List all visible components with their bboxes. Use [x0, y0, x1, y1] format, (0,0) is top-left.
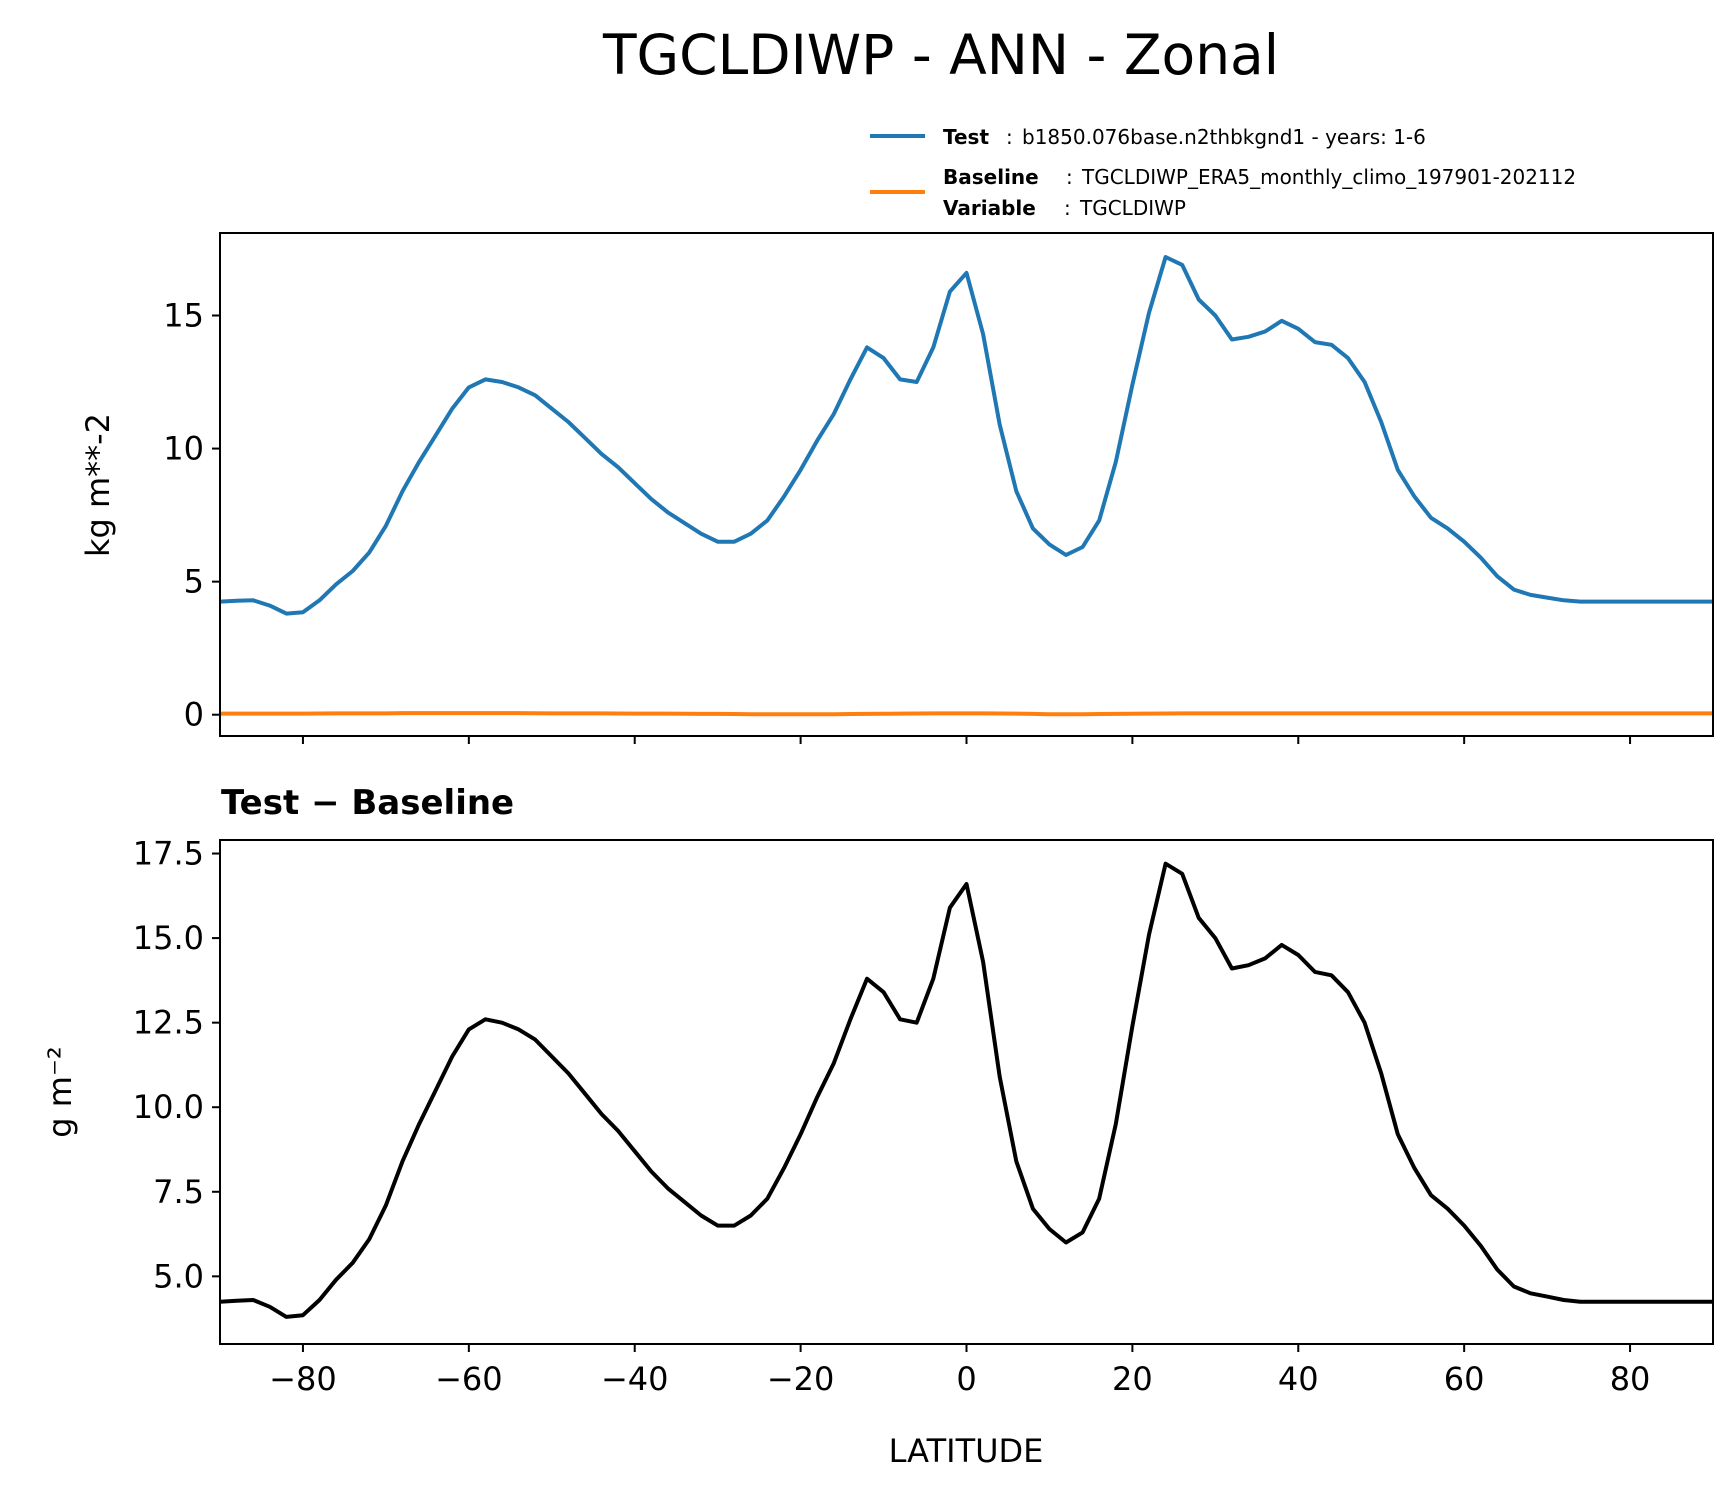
- bottom-y-tick-label: 12.5: [133, 1004, 204, 1042]
- top-series-test: [219, 255, 1713, 616]
- top-y-tick-label: 15: [163, 297, 204, 335]
- bottom-y-tick-label: 5.0: [153, 1257, 204, 1295]
- bottom-x-tick-label: −80: [269, 1360, 337, 1398]
- top-y-tick-label: 5: [184, 563, 204, 601]
- legend-baseline-sep: :: [1066, 165, 1073, 189]
- bottom-x-tick-label: 20: [1112, 1360, 1153, 1398]
- bottom-x-tick-label: 40: [1278, 1360, 1319, 1398]
- top-y-tick-label: 10: [163, 430, 204, 468]
- legend-baseline-value: TGCLDIWP_ERA5_monthly_climo_197901-20211…: [1081, 165, 1576, 189]
- bottom-y-tick-label: 15.0: [133, 919, 204, 957]
- legend-test-sep: :: [1006, 125, 1013, 149]
- top-x-axis: [301, 736, 1632, 744]
- bottom-x-tick-label: −40: [601, 1360, 669, 1398]
- bottom-x-tick-label: −20: [767, 1360, 835, 1398]
- bottom-x-tick-label: 60: [1444, 1360, 1485, 1398]
- top-axes-frame: [219, 232, 1714, 737]
- bottom-panel: Test − Baseline 5.0 7.5 10.0 12.5 15.0 17.5 −…: [41, 783, 1714, 1470]
- top-plot-lines: [219, 255, 1713, 717]
- legend: Test : b1850.076base.n2thbkgnd1 - years:…: [870, 125, 1576, 220]
- legend-baseline-key: Baseline: [943, 165, 1039, 189]
- bottom-x-axis-label: LATITUDE: [889, 1432, 1044, 1470]
- bottom-x-axis: −80 −60 −40 −20 0 20 40 60 80: [269, 1344, 1650, 1398]
- bottom-y-axis-label: g m⁻²: [41, 1046, 79, 1137]
- legend-variable-value: TGCLDIWP: [1079, 196, 1186, 220]
- legend-variable-key: Variable: [943, 196, 1036, 220]
- bottom-x-tick-label: 80: [1610, 1360, 1651, 1398]
- top-y-axis-label: kg m**-2: [79, 413, 117, 557]
- bottom-y-tick-label: 7.5: [153, 1173, 204, 1211]
- bottom-series-test-baseline: [219, 861, 1713, 1319]
- top-y-tick-label: 0: [184, 696, 204, 734]
- top-series-baseline: [220, 711, 1713, 717]
- figure-title: TGCLDIWP - ANN - Zonal: [602, 23, 1279, 87]
- top-panel: 0 5 10 15 kg m**-2: [79, 232, 1714, 744]
- bottom-x-tick-label: −60: [435, 1360, 503, 1398]
- bottom-axes-frame: [219, 839, 1714, 1345]
- legend-test-value: b1850.076base.n2thbkgnd1 - years: 1-6: [1022, 125, 1426, 149]
- bottom-y-tick-label: 10.0: [133, 1088, 204, 1126]
- legend-test-key: Test: [943, 125, 989, 149]
- bottom-y-axis: 5.0 7.5 10.0 12.5 15.0 17.5: [133, 835, 220, 1295]
- top-y-axis: 0 5 10 15: [163, 297, 220, 734]
- bottom-panel-title: Test − Baseline: [221, 783, 514, 823]
- bottom-x-tick-label: 0: [956, 1360, 976, 1398]
- bottom-plot-lines: [219, 861, 1713, 1319]
- bottom-y-tick-label: 17.5: [133, 835, 204, 873]
- legend-variable-sep: :: [1064, 196, 1071, 220]
